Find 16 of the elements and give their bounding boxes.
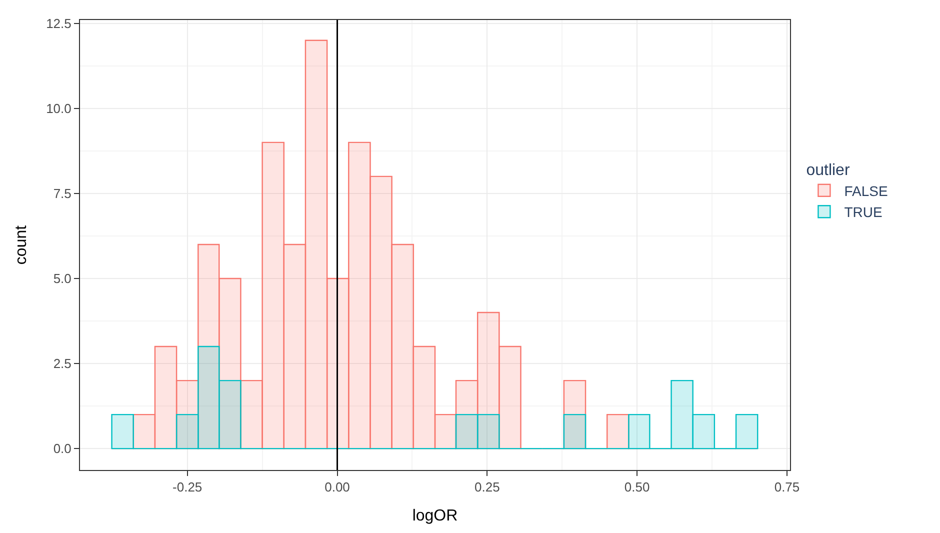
x-axis-title: logOR: [412, 507, 458, 524]
y-tick-label: 5.0: [53, 271, 72, 286]
x-tick-label: -0.25: [172, 480, 202, 495]
x-tick-label: 0.00: [324, 480, 350, 495]
y-tick-label: 2.5: [53, 356, 72, 372]
y-tick-label: 7.5: [53, 186, 72, 202]
y-tick-label: 0.0: [53, 441, 72, 456]
legend-label: FALSE: [844, 182, 888, 199]
x-tick-label: 0.75: [774, 480, 800, 495]
y-tick-label: 12.5: [46, 16, 72, 31]
y-axis-title: count: [12, 224, 30, 265]
legend-label: TRUE: [844, 204, 882, 220]
x-tick-label: 0.50: [624, 480, 650, 495]
y-tick-label: 10.0: [46, 100, 72, 116]
legend-title: outlier: [806, 162, 850, 179]
x-tick-label: 0.25: [474, 480, 500, 495]
